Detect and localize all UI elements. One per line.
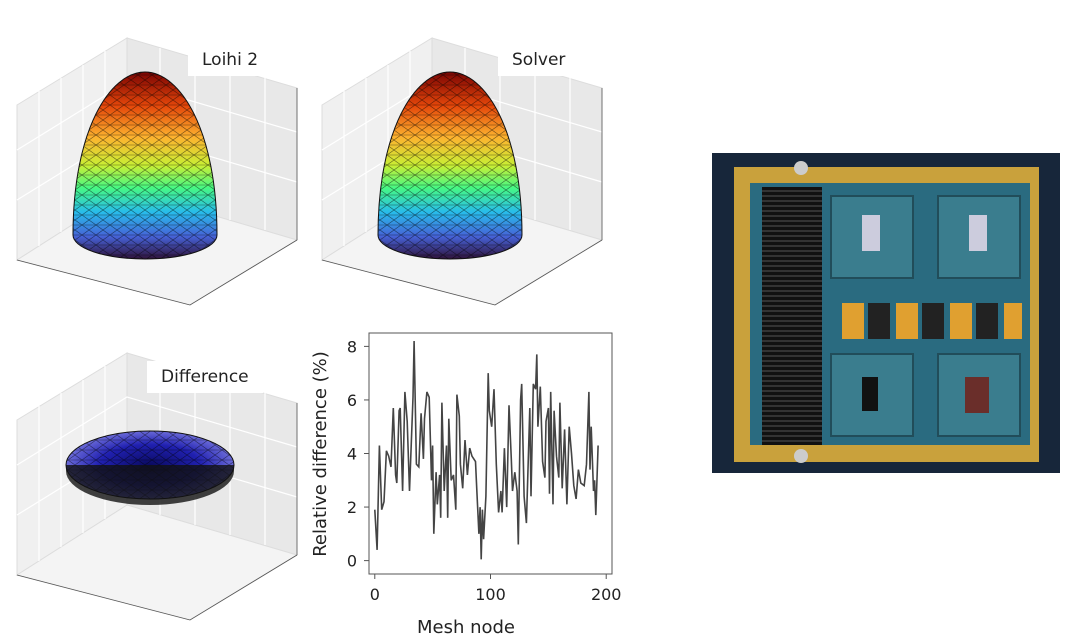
y-axis-label: Relative difference (%) xyxy=(310,351,331,557)
y-tick-label: 0 xyxy=(347,552,357,571)
solver-3d-plot: Solver xyxy=(310,10,610,310)
series-line xyxy=(374,340,599,560)
x-tick-label: 200 xyxy=(591,585,622,604)
chip-top-right xyxy=(937,195,1021,279)
solver-title: Solver xyxy=(498,44,580,76)
relative-difference-chart: 0 2 4 6 8 0 100 200 Mesh node Relative differe… xyxy=(310,332,622,638)
difference-3d-plot: Difference xyxy=(5,325,305,625)
loihi-title: Loihi 2 xyxy=(188,44,273,76)
difference-surface xyxy=(16,352,298,621)
loihi-surface xyxy=(16,37,298,306)
x-axis-label: Mesh node xyxy=(417,617,515,638)
x-tick-label: 100 xyxy=(475,585,506,604)
y-tick-label: 4 xyxy=(347,445,357,464)
plot-frame xyxy=(368,332,613,575)
y-tick-label: 6 xyxy=(347,391,357,410)
difference-title: Difference xyxy=(147,361,263,393)
loihi-board-photo xyxy=(712,153,1060,473)
mount-screw-bottom xyxy=(794,449,808,463)
solver-surface xyxy=(321,37,603,306)
mount-screw-top xyxy=(794,161,808,175)
power-components xyxy=(842,303,1022,339)
y-tick-label: 2 xyxy=(347,498,357,517)
x-tick-label: 0 xyxy=(370,585,380,604)
chip-bottom-left xyxy=(830,353,914,437)
chip-top-left xyxy=(830,195,914,279)
chip-bottom-right xyxy=(937,353,1021,437)
y-tick-label: 8 xyxy=(347,337,357,356)
connector xyxy=(762,187,822,445)
loihi-3d-plot: Loihi 2 xyxy=(5,10,305,310)
